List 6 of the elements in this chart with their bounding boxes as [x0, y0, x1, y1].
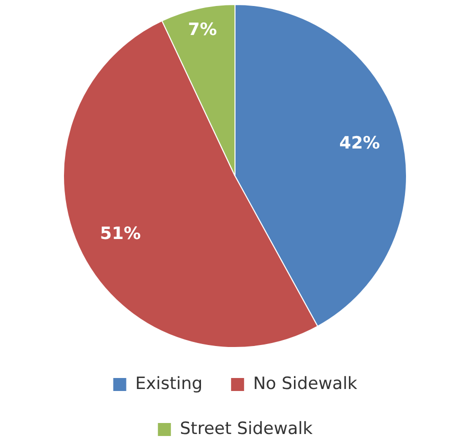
legend-label: Existing — [135, 374, 203, 394]
data-label: 51% — [100, 224, 141, 244]
data-label: 7% — [188, 20, 217, 40]
legend-label: Street Sidewalk — [180, 418, 313, 439]
legend-label: No Sidewalk — [253, 374, 358, 394]
data-label: 42% — [339, 133, 380, 154]
